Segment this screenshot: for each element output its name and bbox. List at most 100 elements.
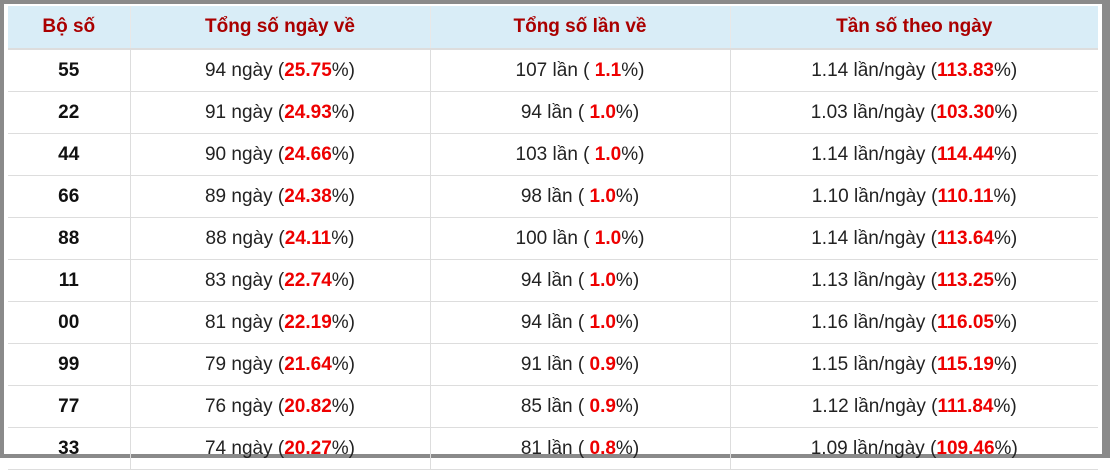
cell-text: 94 lần ( [520,269,590,291]
cell-text: 107 lần ( [515,59,595,81]
percent-value: 22.74 [284,269,332,291]
table-cell: 74 ngày (20.27%) [130,427,431,470]
table-cell: 1.09 lần/ngày (109.46%) [730,427,1098,470]
table-cell: 94 ngày (25.75%) [130,49,431,92]
cell-text: %) [331,143,355,165]
cell-text: %) [994,269,1018,291]
table-cell: 88 ngày (24.11%) [130,217,431,260]
cell-text: 1.12 lần/ngày ( [811,395,938,417]
cell-text: %) [621,227,645,249]
percent-value: 115.19 [936,353,995,375]
cell-text: 1.15 lần/ngày ( [811,353,937,375]
percent-value: 22.19 [284,311,332,333]
table-body: 55 94 ngày (25.75%) 107 lần ( 1.1%) 1.14 lầ… [8,49,1098,470]
table-cell: 94 lần ( 1.0%) [430,301,731,344]
table-cell: 107 lần ( 1.1%) [430,49,731,92]
cell-text: %) [615,101,640,123]
number-cell: 33 [8,427,131,470]
table-cell: 1.16 lần/ngày (116.05%) [730,301,1098,344]
percent-value: 24.66 [284,143,332,165]
percent-value: 113.64 [936,227,995,249]
cell-text: %) [993,185,1017,207]
table-cell: 81 lần ( 0.8%) [430,427,731,470]
cell-text: 81 ngày ( [204,311,285,333]
table-cell: 98 lần ( 1.0%) [430,175,731,218]
table-row: 55 94 ngày (25.75%) 107 lần ( 1.1%) 1.14 lầ… [8,49,1098,92]
cell-text: 94 ngày ( [204,59,285,81]
table-cell: 1.15 lần/ngày (115.19%) [730,343,1098,386]
cell-text: 74 ngày ( [204,437,285,459]
cell-text: 81 lần ( [520,437,590,459]
table-cell: 1.13 lần/ngày (113.25%) [730,259,1098,302]
table-cell: 91 lần ( 0.9%) [430,343,731,386]
table-cell: 100 lần ( 1.0%) [430,217,731,260]
stats-table: Bộ số Tổng số ngày về Tổng số lần về Tần số… [8,6,1098,470]
percent-value: 113.83 [936,59,995,81]
cell-text: %) [994,227,1018,249]
cell-text: 76 ngày ( [204,395,285,417]
cell-text: 1.16 lần/ngày ( [811,311,937,333]
number-cell: 55 [8,49,131,92]
cell-text: %) [994,101,1018,123]
table-cell: 91 ngày (24.93%) [130,91,431,134]
header-cell: Tổng số lần về [430,6,731,50]
cell-text: %) [331,269,355,291]
cell-text: %) [994,59,1018,81]
cell-text: %) [331,395,355,417]
cell-text: 91 ngày ( [204,101,285,123]
cell-text: 100 lần ( [515,227,595,249]
percent-value: 116.05 [936,311,995,333]
table-cell: 89 ngày (24.38%) [130,175,431,218]
percent-value: 110.11 [937,185,994,207]
percent-value: 0.8 [589,437,616,459]
number-cell: 88 [8,217,131,260]
cell-text: 98 lần ( [520,185,590,207]
cell-text: %) [994,311,1018,333]
cell-text: 91 lần ( [520,353,590,375]
table-row: 99 79 ngày (21.64%) 91 lần ( 0.9%) 1.15 lần… [8,343,1098,386]
table-row: 66 89 ngày (24.38%) 98 lần ( 1.0%) 1.10 lần… [8,175,1098,218]
percent-value: 21.64 [284,353,332,375]
cell-text: %) [994,143,1018,165]
table-row: 33 74 ngày (20.27%) 81 lần ( 0.8%) 1.09 lần… [8,427,1098,470]
cell-text: 79 ngày ( [204,353,285,375]
cell-text: 90 ngày ( [204,143,285,165]
table-cell: 103 lần ( 1.0%) [430,133,731,176]
table-cell: 94 lần ( 1.0%) [430,259,731,302]
percent-value: 113.25 [936,269,995,291]
cell-text: %) [994,353,1018,375]
percent-value: 1.0 [589,311,616,333]
percent-value: 20.27 [284,437,332,459]
table-cell: 94 lần ( 1.0%) [430,91,731,134]
cell-text: 1.13 lần/ngày ( [811,269,937,291]
percent-value: 24.11 [284,227,332,249]
header-cell: Tần số theo ngày [730,6,1098,50]
cell-text: %) [331,185,355,207]
header-row: Bộ số Tổng số ngày về Tổng số lần về Tần số… [8,6,1098,50]
percent-value: 0.9 [589,395,616,417]
cell-text: 1.03 lần/ngày ( [810,101,937,123]
number-cell: 66 [8,175,131,218]
cell-text: %) [331,101,355,123]
cell-text: %) [994,437,1018,459]
table-cell: 1.14 lần/ngày (113.83%) [730,49,1098,92]
percent-value: 20.82 [284,395,332,417]
table-cell: 1.14 lần/ngày (114.44%) [730,133,1098,176]
number-cell: 22 [8,91,131,134]
table-row: 88 88 ngày (24.11%) 100 lần ( 1.0%) 1.14 lầ… [8,217,1098,260]
table-cell: 81 ngày (22.19%) [130,301,431,344]
table-cell: 1.10 lần/ngày (110.11%) [730,175,1098,218]
table-cell: 1.03 lần/ngày (103.30%) [730,91,1098,134]
percent-value: 1.0 [589,185,616,207]
percent-value: 1.0 [594,143,622,165]
table-cell: 83 ngày (22.74%) [130,259,431,302]
cell-text: %) [615,185,640,207]
cell-text: 103 lần ( [515,143,595,165]
cell-text: 1.14 lần/ngày ( [811,143,937,165]
cell-text: %) [615,395,640,417]
percent-value: 1.0 [589,269,616,291]
percent-value: 25.75 [284,59,332,81]
cell-text: 1.10 lần/ngày ( [811,185,938,207]
cell-text: 94 lần ( [520,311,590,333]
